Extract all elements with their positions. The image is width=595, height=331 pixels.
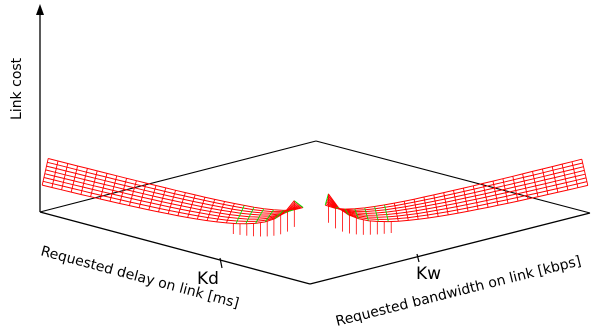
surface-0-hatch bbox=[235, 205, 245, 224]
surface-1-hatch bbox=[403, 201, 409, 221]
surface-1-hatch bbox=[462, 188, 469, 212]
surface-0-hatch bbox=[245, 207, 255, 224]
x-axis-line bbox=[39, 211, 311, 285]
surface-1-hatch bbox=[512, 176, 519, 202]
surface-0-hatch bbox=[70, 165, 79, 193]
surface-0-curve bbox=[42, 184, 295, 225]
back-edge-line-2 bbox=[315, 140, 591, 214]
surface-1-hatch bbox=[571, 161, 579, 188]
surface-0-hatch bbox=[99, 173, 108, 200]
surface-0-hatch bbox=[41, 158, 49, 186]
y-tick-label-kw: Kw bbox=[416, 264, 441, 284]
surface-0-hatch bbox=[167, 190, 177, 214]
surface-1-curve bbox=[325, 166, 584, 213]
axes bbox=[36, 4, 591, 285]
surface-1-hatch bbox=[443, 192, 449, 215]
surface-1-hatch bbox=[502, 178, 509, 204]
surface-1-hatch bbox=[433, 194, 439, 217]
z-axis-label: Link cost bbox=[9, 57, 25, 120]
surface-0-hatch bbox=[177, 192, 186, 216]
surface-1-hatch bbox=[393, 203, 399, 222]
surface-1-hatch bbox=[541, 168, 549, 195]
surface-0-hatch bbox=[264, 209, 274, 223]
surface-1-hatch bbox=[581, 159, 589, 186]
surface-0-hatch bbox=[255, 208, 265, 224]
surface-0-hatch bbox=[148, 185, 157, 211]
surface-1-hatch bbox=[522, 173, 529, 199]
y-axis-line bbox=[309, 212, 591, 285]
y-tick-kw bbox=[416, 253, 420, 263]
x-tick-label-kd: Kd bbox=[197, 269, 219, 289]
surface-0-hatch bbox=[187, 194, 196, 218]
surface-1-hatch bbox=[354, 208, 359, 219]
surface-0-hatch bbox=[225, 203, 235, 224]
surface-1-hatch bbox=[492, 181, 499, 206]
surface-1-hatch bbox=[482, 183, 489, 208]
surface-0-hatch bbox=[274, 210, 284, 220]
surface-1-hatch bbox=[453, 190, 459, 214]
surface-1-hatch bbox=[374, 206, 379, 222]
surface-0-hatch bbox=[61, 163, 69, 190]
surface-0-hatch bbox=[294, 200, 304, 208]
surface-1-hatch bbox=[324, 193, 329, 206]
surface-0-hatch bbox=[51, 160, 59, 188]
surface-1-hatch bbox=[423, 196, 429, 219]
surface-0-hatch bbox=[128, 180, 137, 206]
surface-1-curve bbox=[325, 162, 583, 211]
surface-1-hatch bbox=[384, 204, 389, 222]
surface-0-hatch bbox=[80, 168, 88, 195]
x-tick-kd bbox=[219, 257, 223, 269]
surface-1-hatch bbox=[532, 171, 539, 197]
surface-0-hatch bbox=[196, 197, 206, 220]
surface-0-hatch bbox=[119, 178, 128, 204]
surface-0-hatch bbox=[206, 199, 216, 221]
surface-0-hatch bbox=[109, 175, 118, 202]
surface-1-hatch bbox=[344, 208, 349, 216]
surface-0-hatch bbox=[158, 187, 167, 213]
surface-0-hatch bbox=[216, 201, 226, 223]
surface-mesh bbox=[41, 158, 589, 237]
back-edge-line bbox=[39, 140, 317, 213]
surface-1-hatch bbox=[364, 207, 369, 221]
surface-1-hatch bbox=[551, 166, 559, 193]
surface-0-hatch bbox=[90, 170, 98, 197]
surface-0-hatch bbox=[138, 182, 147, 208]
surface-1-hatch bbox=[561, 164, 569, 191]
y-axis-label: Requested bandwidth on link [kbps] bbox=[334, 253, 583, 330]
z-axis-arrow bbox=[36, 4, 44, 15]
surface-1-hatch bbox=[413, 199, 419, 220]
surface-1-hatch bbox=[472, 185, 479, 210]
surface-0-hatch bbox=[284, 209, 294, 214]
